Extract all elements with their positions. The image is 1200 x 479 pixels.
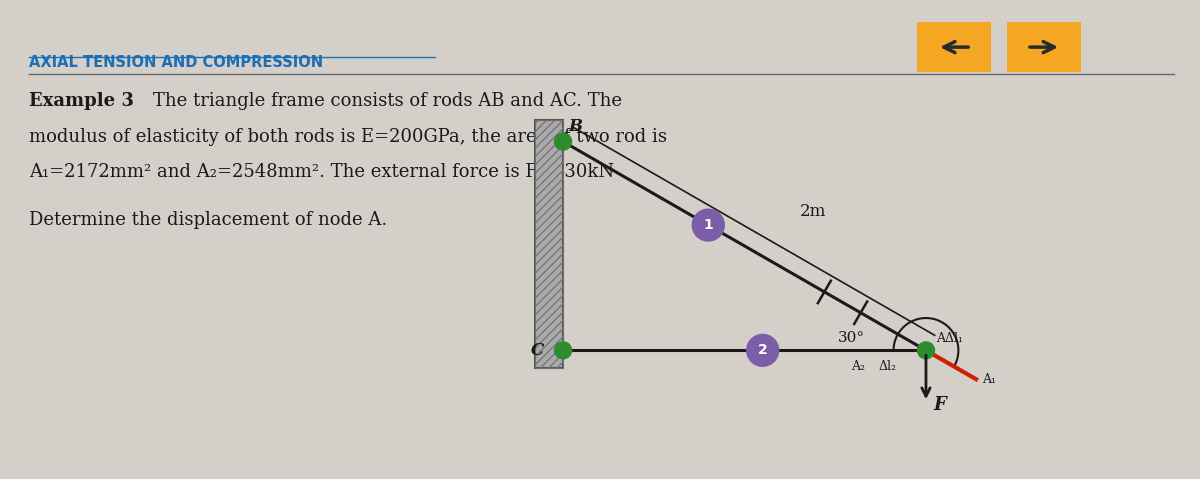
Bar xyxy=(535,120,563,368)
Text: AXIAL TENSION AND COMPRESSION: AXIAL TENSION AND COMPRESSION xyxy=(29,55,324,70)
Text: 2m: 2m xyxy=(799,203,826,220)
Circle shape xyxy=(746,334,779,366)
Text: modulus of elasticity of both rods is E=200GPa, the area of two rod is: modulus of elasticity of both rods is E=… xyxy=(29,127,667,146)
Text: 1: 1 xyxy=(703,218,713,232)
Text: A₁=2172mm² and A₂=2548mm². The external force is F=130kN: A₁=2172mm² and A₂=2548mm². The external … xyxy=(29,163,614,182)
Text: A₂: A₂ xyxy=(851,360,865,373)
Text: A₁: A₁ xyxy=(982,373,996,386)
Text: AΔl₁: AΔl₁ xyxy=(936,332,962,345)
Text: The triangle frame consists of rods AB and AC. The: The triangle frame consists of rods AB a… xyxy=(154,92,622,110)
Text: C: C xyxy=(532,342,545,359)
Text: Determine the displacement of node A.: Determine the displacement of node A. xyxy=(29,211,388,229)
Text: 30°: 30° xyxy=(838,331,865,345)
Circle shape xyxy=(918,342,935,359)
FancyBboxPatch shape xyxy=(1007,22,1081,72)
Circle shape xyxy=(554,133,571,150)
Text: Example 3: Example 3 xyxy=(29,92,140,110)
Text: 2: 2 xyxy=(757,343,768,357)
Circle shape xyxy=(692,209,725,241)
Text: Δl₂: Δl₂ xyxy=(878,360,896,373)
FancyBboxPatch shape xyxy=(917,22,991,72)
Bar xyxy=(535,120,563,368)
Text: F: F xyxy=(932,396,946,414)
Text: B: B xyxy=(568,118,582,135)
Circle shape xyxy=(554,342,571,359)
